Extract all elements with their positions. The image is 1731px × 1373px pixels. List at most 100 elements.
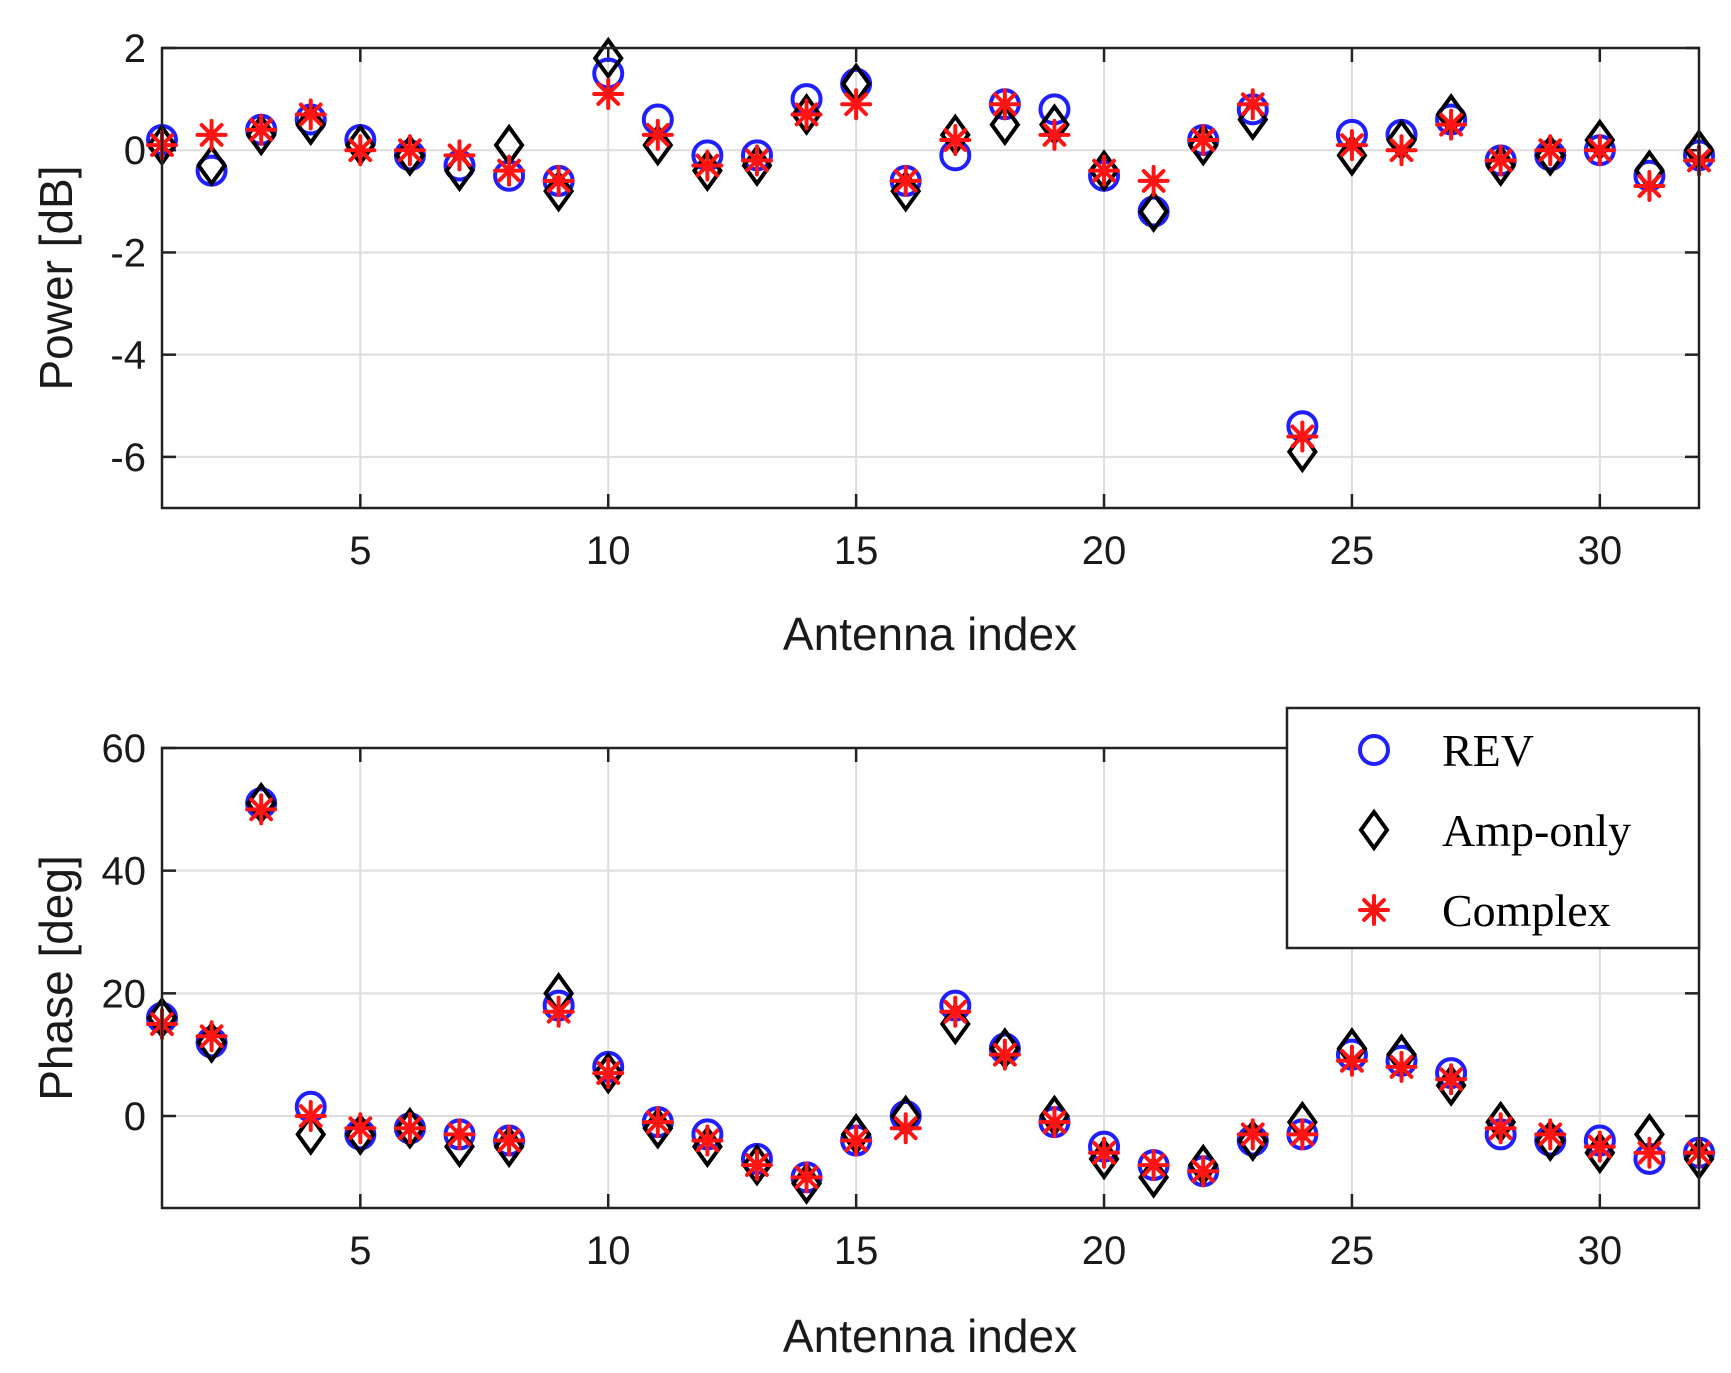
legend-rev-label: REV [1442, 725, 1534, 776]
legend-box [1285, 706, 1701, 950]
phase-ticks: 5 10 15 20 25 30 60 40 20 0 [102, 727, 1699, 1273]
power-complex-point [592, 78, 625, 110]
power-xtick-label: 10 [586, 529, 631, 573]
phase-xtick-label: 30 [1578, 1229, 1623, 1273]
phase-amp-only-point [295, 1112, 327, 1156]
phase-ylabel: Phase [deg] [30, 855, 82, 1101]
legend-complex-marker [1358, 894, 1390, 926]
phase-xtick-label: 5 [349, 1229, 371, 1273]
phase-complex-point [493, 1124, 526, 1157]
power-xlabel: Antenna index [783, 608, 1077, 660]
phase-ytick-label: 0 [124, 1095, 146, 1139]
power-xtick-label: 25 [1330, 529, 1375, 573]
phase-complex-point [294, 1100, 327, 1132]
power-complex-point [641, 118, 674, 151]
phase-complex-point [1335, 1044, 1368, 1077]
legend-amp-only-label: Amp-only [1442, 805, 1631, 856]
phase-complex-point [1236, 1118, 1269, 1151]
phase-marks [146, 781, 1715, 1205]
power-xtick-label: 30 [1578, 529, 1623, 573]
phase-complex-point [542, 995, 575, 1028]
phase-complex-point [740, 1149, 773, 1182]
phase-complex-point [889, 1112, 922, 1145]
power-complex-point [542, 164, 575, 197]
phase-complex-point [1484, 1112, 1517, 1145]
phase-complex-point [1633, 1136, 1666, 1169]
legend-complex-asterisk [1358, 894, 1390, 926]
power-plot-frame [162, 48, 1699, 508]
phase-complex-point [1187, 1155, 1220, 1188]
power-xtick-label: 5 [349, 529, 371, 573]
legend: REV Amp-only Complex [1285, 706, 1701, 950]
power-complex-point [294, 98, 327, 131]
power-xtick-label: 20 [1082, 529, 1127, 573]
power-amp-only-point [295, 103, 327, 147]
power-complex-point [1583, 134, 1616, 167]
power-amp-only-point [1336, 133, 1368, 177]
phase-complex-point [1583, 1130, 1616, 1163]
power-complex-point [1038, 118, 1071, 151]
power-complex-point [1435, 108, 1468, 141]
phase-xtick-label: 20 [1082, 1229, 1127, 1273]
power-complex-point [1088, 154, 1121, 187]
power-marks [146, 36, 1715, 474]
power-amp-only-point [642, 123, 674, 167]
power-complex-point [1335, 129, 1368, 162]
power-complex-point [195, 118, 228, 151]
phase-xtick-label: 15 [834, 1229, 879, 1273]
power-complex-point [840, 88, 873, 121]
power-complex-point [1385, 134, 1418, 167]
power-complex-point [1484, 144, 1517, 177]
power-complex-point [493, 154, 526, 187]
phase-complex-point [1038, 1106, 1071, 1139]
power-ylabel: Power [dB] [30, 166, 82, 391]
phase-complex-point [195, 1020, 228, 1053]
power-complex-point [790, 98, 823, 131]
power-amp-only-point [890, 169, 922, 213]
power-amp-only-point [543, 169, 575, 213]
legend-amp-only-marker [1358, 808, 1390, 852]
power-complex-point [1187, 124, 1220, 156]
power-amp-only-point [989, 103, 1021, 147]
power-complex-point [1236, 88, 1269, 121]
power-axes-box [160, 46, 1701, 510]
phase-complex-point [592, 1057, 625, 1090]
power-complex-point [691, 149, 724, 182]
power-ytick-label: 2 [124, 27, 146, 71]
power-xtick-label: 15 [834, 529, 879, 573]
phase-complex-point [1385, 1050, 1418, 1083]
power-complex-point [1633, 170, 1666, 202]
power-complex-point [344, 134, 377, 167]
power-ytick-label: 0 [124, 129, 146, 173]
power-complex-point [393, 134, 426, 167]
power-ytick-label: -4 [110, 334, 146, 378]
phase-ytick-label: 40 [102, 850, 147, 894]
phase-complex-point [641, 1106, 674, 1139]
phase-complex-point [1286, 1118, 1319, 1151]
phase-complex-point [443, 1118, 476, 1151]
phase-axes-box [160, 746, 1701, 1210]
phase-complex-point [1534, 1118, 1567, 1151]
phase-complex-point [939, 995, 972, 1028]
power-amp-only-point [592, 36, 624, 80]
phase-complex-point [988, 1038, 1021, 1071]
power-complex-point [443, 139, 476, 172]
phase-complex-point [245, 793, 278, 826]
power-complex-point [988, 88, 1021, 121]
phase-xtick-label: 25 [1330, 1229, 1375, 1273]
phase-complex-point [1088, 1136, 1121, 1169]
phase-xtick-label: 10 [586, 1229, 631, 1273]
phase-complex-point [691, 1124, 724, 1157]
power-amp-only-point [1138, 190, 1170, 233]
power-complex-point [939, 124, 972, 156]
power-complex-point [740, 144, 773, 177]
phase-ytick-label: 20 [102, 972, 147, 1016]
phase-complex-point [840, 1124, 873, 1157]
phase-complex-point [344, 1112, 377, 1145]
phase-complex-point [790, 1161, 823, 1194]
phase-complex-point [1435, 1063, 1468, 1096]
power-complex-point [1534, 134, 1567, 167]
